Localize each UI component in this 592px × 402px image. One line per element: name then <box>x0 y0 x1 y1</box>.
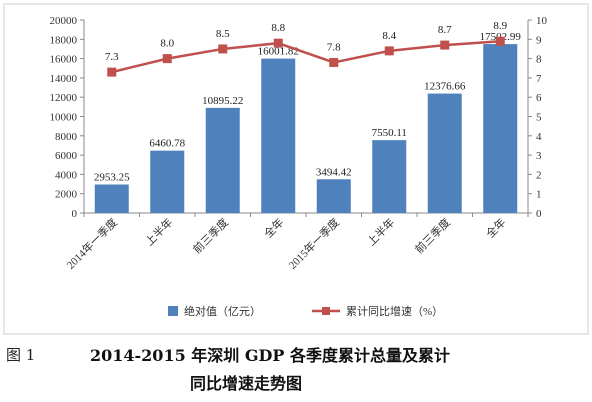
y-left-tick-label: 0 <box>72 208 78 220</box>
line-data-label: 7.3 <box>105 51 119 63</box>
legend-marker-line <box>322 307 330 315</box>
line-point <box>162 54 172 64</box>
bar-data-label: 3494.42 <box>316 166 352 178</box>
y-left-tick-label: 6000 <box>55 150 78 162</box>
bar-data-label: 12376.66 <box>424 81 466 93</box>
y-left-tick-label: 10000 <box>50 112 78 124</box>
bar <box>150 150 185 213</box>
y-right-tick-label: 1 <box>536 189 542 201</box>
bar-data-label: 7550.11 <box>372 127 407 139</box>
line-point <box>107 67 117 77</box>
y-left-tick-label: 16000 <box>50 54 78 66</box>
y-left-tick-label: 14000 <box>50 73 78 85</box>
line-point <box>273 38 283 48</box>
y-right-tick-label: 0 <box>536 208 542 220</box>
y-right-tick-label: 4 <box>536 131 542 143</box>
line-data-label: 8.8 <box>271 22 285 34</box>
legend-label-bars: 绝对值（亿元） <box>184 304 261 318</box>
line-data-label: 8.0 <box>160 38 174 50</box>
bar <box>205 107 240 213</box>
y-left-tick-label: 8000 <box>55 131 78 143</box>
line-data-label: 8.4 <box>382 30 396 42</box>
y-right-tick-label: 8 <box>536 54 542 66</box>
line-point <box>440 40 450 50</box>
bar <box>372 140 407 213</box>
y-left-tick-label: 18000 <box>50 34 78 46</box>
y-left-tick-label: 20000 <box>50 15 78 27</box>
figure-number: 图 1 <box>6 346 36 364</box>
line-point <box>218 44 228 54</box>
line-data-label: 8.5 <box>216 28 230 40</box>
bar-data-label: 6460.78 <box>149 138 185 150</box>
bar-series: 2953.25 6460.78 10895.22 16001.82 3494.42 755… <box>94 31 521 214</box>
y-right-tick-label: 6 <box>536 92 542 104</box>
line-path <box>111 39 501 74</box>
bar <box>94 184 129 213</box>
line-data-label: 8.7 <box>438 24 452 36</box>
legend: 绝对值（亿元） 累计同比增速（%） <box>168 304 443 318</box>
bar <box>483 44 518 213</box>
y-right-tick-label: 3 <box>536 150 542 162</box>
legend-swatch-bars <box>168 306 178 316</box>
y-right-tick-label: 5 <box>536 112 542 124</box>
line-data-label: 8.9 <box>493 20 507 32</box>
bar-data-label: 16001.82 <box>258 46 299 58</box>
y-right-tick-label: 7 <box>536 73 542 85</box>
line-point <box>384 46 394 56</box>
bar <box>427 93 462 213</box>
line-series: 7.3 8.0 8.5 8.8 7.8 8.4 8.7 8.9 <box>105 20 508 77</box>
legend-label-line: 累计同比增速（%） <box>346 304 443 318</box>
bar <box>261 58 296 214</box>
figure-title-line2: 同比增速走势图 <box>190 374 303 393</box>
line-point <box>495 36 505 46</box>
figure-title-line1: 2014-2015 年深圳 GDP 各季度累计总量及累计 <box>90 346 450 365</box>
y-right-tick-label: 10 <box>536 15 548 27</box>
y-left-tick-label: 2000 <box>55 189 78 201</box>
line-data-label: 7.8 <box>327 41 341 53</box>
line-point <box>329 57 339 67</box>
bar <box>316 179 351 213</box>
bar-data-label: 2953.25 <box>94 172 130 184</box>
y-right-tick-label: 9 <box>536 34 542 46</box>
figure-caption: 图 1 2014-2015 年深圳 GDP 各季度累计总量及累计 同比增速走势图 <box>0 340 592 402</box>
y-left-tick-label: 12000 <box>50 92 78 104</box>
y-right-tick-label: 2 <box>536 169 542 181</box>
bar-data-label: 10895.22 <box>202 95 243 107</box>
y-left-tick-label: 4000 <box>55 169 78 181</box>
